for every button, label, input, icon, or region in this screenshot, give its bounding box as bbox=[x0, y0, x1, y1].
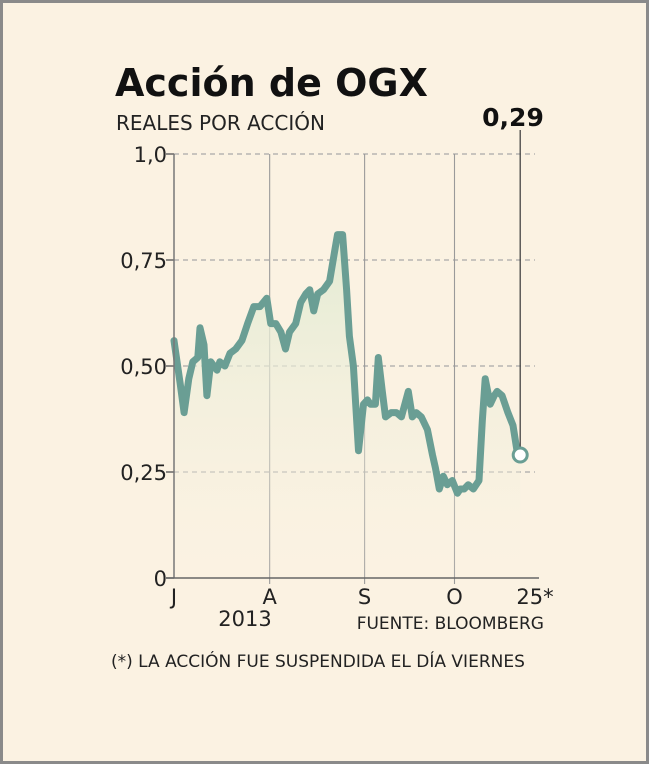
y-tick-label: 0,25 bbox=[120, 461, 167, 485]
chart-title: Acción de OGX bbox=[115, 61, 428, 105]
x-tick-label: J bbox=[169, 585, 177, 609]
series-line bbox=[170, 231, 524, 497]
last-value-label: 0,29 bbox=[482, 103, 544, 132]
footnote: (*) LA ACCIÓN FUE SUSPENDIDA EL DÍA VIER… bbox=[111, 650, 525, 672]
source-label: FUENTE: BLOOMBERG bbox=[357, 614, 544, 634]
series-line-group bbox=[170, 130, 529, 497]
x-tick-label: O bbox=[446, 585, 463, 609]
x-tick-label: S bbox=[358, 585, 371, 609]
tick-labels: 0 0,25 0,50 0,75 1,0 J A S O 25* bbox=[120, 143, 553, 609]
y-tick-label: 0,75 bbox=[120, 249, 167, 273]
last-point-marker bbox=[511, 446, 529, 464]
chart-subtitle: REALES POR ACCIÓN bbox=[116, 111, 325, 135]
axes bbox=[166, 153, 539, 579]
y-tick-label: 0,50 bbox=[120, 355, 167, 379]
area-fill-group bbox=[174, 234, 521, 578]
y-tick-label: 1,0 bbox=[134, 143, 167, 167]
year-label: 2013 bbox=[218, 607, 271, 631]
x-tick-label: A bbox=[262, 585, 277, 609]
area-fill bbox=[174, 234, 521, 578]
y-tick-label: 0 bbox=[154, 567, 167, 591]
x-tick-label: 25* bbox=[516, 585, 553, 609]
